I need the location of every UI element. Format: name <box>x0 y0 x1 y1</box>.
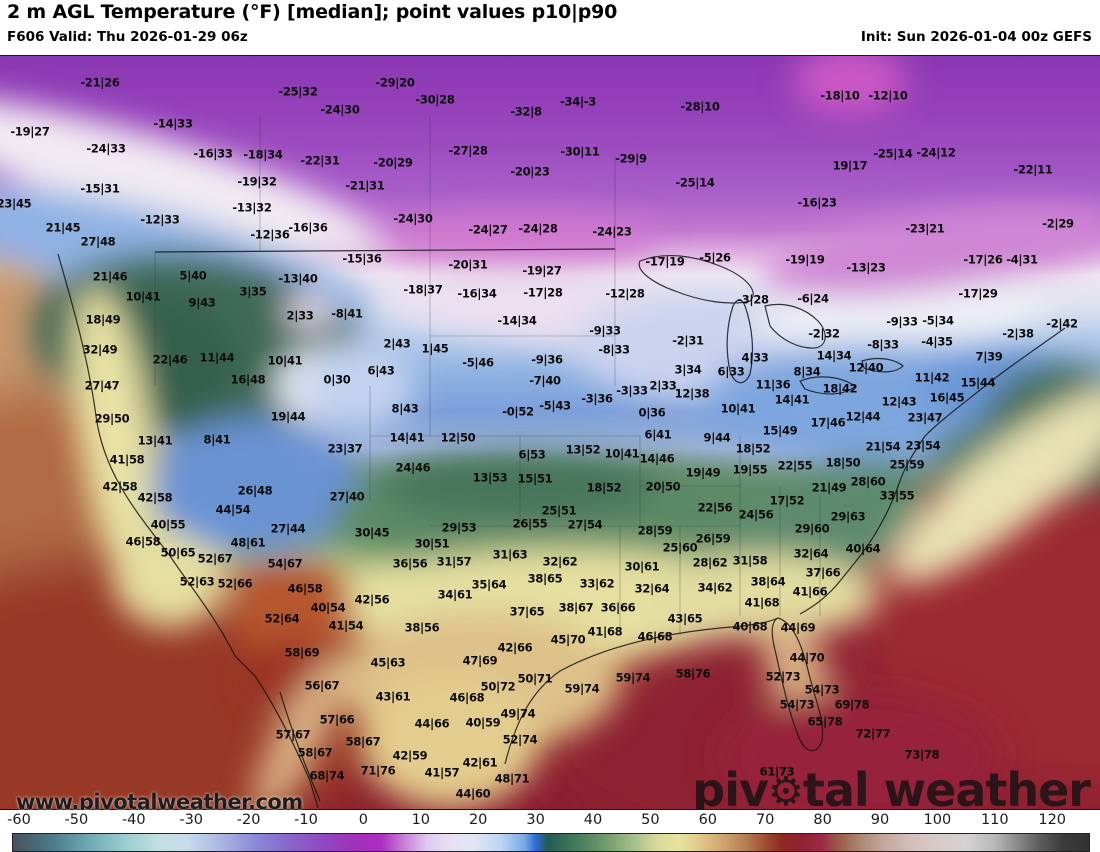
map-title: 2 m AGL Temperature (°F) [median]; point… <box>7 1 618 23</box>
colorbar-tick-label: 100 <box>923 812 952 828</box>
colorbar-tick-label: 20 <box>468 812 488 828</box>
map-image <box>0 56 1100 809</box>
colorbar-tick-label: 70 <box>755 812 775 828</box>
init-time: Init: Sun 2026-01-04 00z GEFS <box>860 29 1092 45</box>
watermark-brand: piv⚙tal weather <box>692 763 1091 817</box>
temperature-field-detail <box>0 56 1100 809</box>
brand-text-right: tal weather <box>802 763 1091 817</box>
colorbar-tick-label: 120 <box>1038 812 1067 828</box>
colorbar-tick-label: -30 <box>179 812 204 828</box>
header: 2 m AGL Temperature (°F) [median]; point… <box>0 0 1100 55</box>
colorbar-tick-label: 110 <box>980 812 1009 828</box>
brand-text-left: piv <box>692 763 769 817</box>
gear-icon: ⚙ <box>767 769 804 815</box>
colorbar-tick-label: -50 <box>64 812 89 828</box>
coastline-borders <box>57 248 1066 809</box>
colorbar-tick-label: 90 <box>870 812 890 828</box>
colorbar-tick-label: -10 <box>294 812 318 828</box>
colorbar-tick-label: 40 <box>583 812 603 828</box>
colorbar-tick-label: 10 <box>411 812 431 828</box>
colorbar-tick-label: -60 <box>7 812 31 828</box>
colorbar: -60 -50 -40 -30 -20 -10 0 10 20 30 40 50 60 70 80 90 100… <box>0 810 1100 852</box>
colorbar-tick-label: -20 <box>236 812 261 828</box>
state-borders <box>154 116 821 636</box>
temperature-map <box>0 55 1100 810</box>
colorbar-tick-label: 60 <box>698 812 718 828</box>
colorbar-tick-label: 0 <box>358 812 369 828</box>
colorbar-gradient <box>12 833 1090 852</box>
colorbar-tick-label: 30 <box>526 812 545 828</box>
colorbar-tick-label: -40 <box>121 812 146 828</box>
colorbar-tick-label: 50 <box>641 812 660 828</box>
valid-time: F606 Valid: Thu 2026-01-29 06z <box>7 29 248 45</box>
colorbar-tick-label: 80 <box>813 812 832 828</box>
